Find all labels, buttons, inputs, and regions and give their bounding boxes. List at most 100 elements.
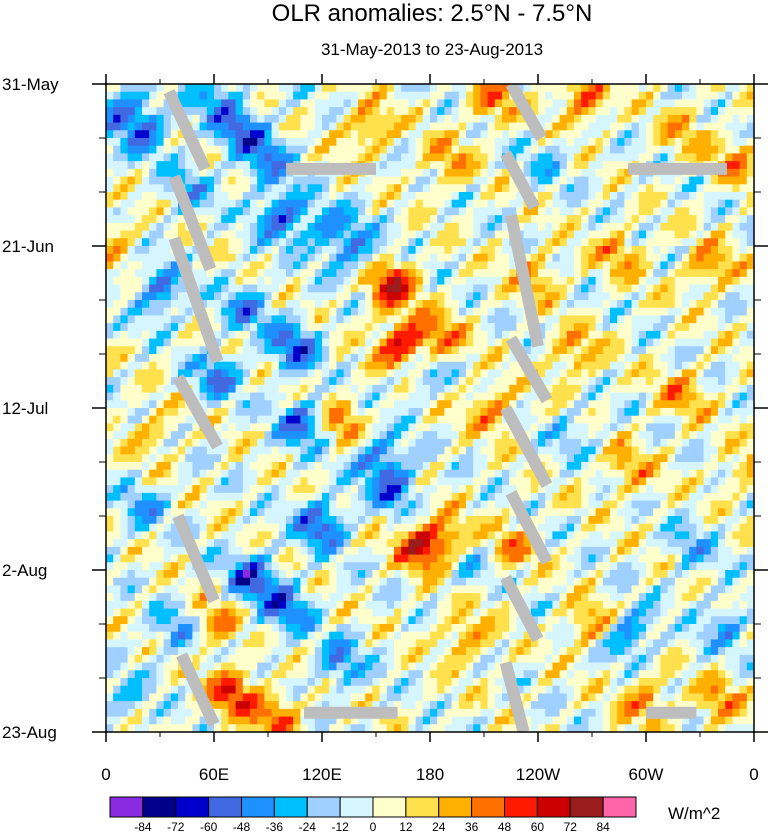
heatmap-cell — [127, 91, 136, 100]
heatmap-cell — [674, 446, 683, 455]
heatmap-cell — [314, 238, 323, 247]
heatmap-cell — [113, 122, 121, 131]
heatmap-cell — [199, 276, 208, 285]
heatmap-cell — [113, 361, 121, 370]
heatmap-cell — [466, 446, 474, 455]
heatmap-cell — [588, 315, 596, 324]
heatmap-cell — [156, 222, 164, 231]
heatmap-cell — [581, 500, 589, 509]
heatmap-cell — [156, 485, 164, 494]
heatmap-cell — [142, 500, 150, 509]
heatmap-cell — [509, 253, 517, 262]
heatmap-cell — [300, 477, 308, 486]
heatmap-cell — [206, 230, 215, 239]
heatmap-cell — [343, 361, 352, 370]
heatmap-cell — [725, 323, 733, 332]
heatmap-cell — [696, 284, 704, 293]
heatmap-cell — [358, 261, 366, 270]
heatmap-cell — [149, 130, 157, 139]
heatmap-cell — [127, 261, 136, 270]
heatmap-cell — [545, 246, 553, 255]
heatmap-cell — [430, 361, 438, 370]
heatmap-cell — [278, 392, 287, 401]
heatmap-cell — [163, 408, 172, 417]
heatmap-cell — [415, 454, 424, 463]
heatmap-cell — [682, 431, 690, 440]
heatmap-cell — [530, 392, 539, 401]
heatmap-cell — [466, 269, 474, 278]
heatmap-cell — [480, 284, 488, 293]
heatmap-cell — [689, 215, 697, 224]
heatmap-cell — [350, 122, 359, 131]
heatmap-cell — [358, 184, 366, 193]
heatmap-cell — [264, 184, 272, 193]
heatmap-cell — [451, 168, 460, 177]
heatmap-cell — [516, 330, 524, 339]
heatmap-cell — [430, 222, 438, 231]
heatmap-cell — [552, 415, 560, 424]
heatmap-cell — [581, 84, 589, 93]
heatmap-cell — [581, 176, 589, 185]
heatmap-cell — [682, 492, 690, 501]
heatmap-cell — [322, 300, 330, 309]
heatmap-cell — [602, 122, 611, 131]
heatmap-cell — [401, 408, 409, 417]
heatmap-cell — [314, 276, 323, 285]
heatmap-cell — [646, 384, 654, 393]
heatmap-cell — [581, 384, 589, 393]
heatmap-cell — [494, 122, 503, 131]
heatmap-cell — [163, 315, 172, 324]
heatmap-cell — [221, 161, 229, 170]
heatmap-cell — [300, 253, 308, 262]
heatmap-cell — [242, 469, 251, 478]
heatmap-cell — [696, 246, 704, 255]
heatmap-cell — [134, 238, 143, 247]
heatmap-cell — [466, 246, 474, 255]
heatmap-cell — [422, 269, 431, 278]
heatmap-cell — [242, 500, 251, 509]
heatmap-cell — [257, 145, 265, 154]
heatmap-cell — [343, 400, 352, 409]
heatmap-cell — [538, 292, 546, 301]
heatmap-cell — [660, 91, 668, 100]
heatmap-cell — [106, 269, 114, 278]
heatmap-cell — [516, 408, 524, 417]
heatmap-cell — [710, 492, 719, 501]
heatmap-cell — [350, 454, 359, 463]
heatmap-cell — [221, 477, 229, 486]
heatmap-cell — [235, 469, 244, 478]
heatmap-cell — [725, 199, 733, 208]
heatmap-cell — [538, 138, 546, 147]
heatmap-cell — [430, 338, 438, 347]
heatmap-cell — [502, 469, 510, 478]
heatmap-cell — [314, 438, 323, 447]
heatmap-cell — [365, 485, 373, 494]
heatmap-cell — [264, 199, 272, 208]
heatmap-cell — [487, 408, 496, 417]
heatmap-cell — [379, 400, 388, 409]
heatmap-cell — [228, 253, 236, 262]
heatmap-cell — [113, 99, 121, 108]
heatmap-cell — [739, 168, 748, 177]
heatmap-cell — [710, 222, 719, 231]
heatmap-cell — [581, 292, 589, 301]
heatmap-cell — [343, 354, 352, 363]
heatmap-cell — [631, 130, 640, 139]
heatmap-cell — [458, 153, 467, 162]
heatmap-cell — [250, 84, 258, 93]
heatmap-cell — [631, 122, 640, 131]
heatmap-cell — [631, 323, 640, 332]
heatmap-cell — [725, 477, 733, 486]
heatmap-cell — [746, 192, 754, 201]
heatmap-cell — [134, 392, 143, 401]
heatmap-cell — [480, 423, 488, 432]
heatmap-cell — [235, 107, 244, 116]
heatmap-cell — [350, 346, 359, 355]
heatmap-cell — [473, 138, 481, 147]
heatmap-cell — [624, 384, 632, 393]
heatmap-cell — [602, 485, 611, 494]
heatmap-cell — [581, 276, 589, 285]
heatmap-cell — [163, 415, 172, 424]
heatmap-cell — [228, 462, 236, 471]
heatmap-cell — [559, 269, 568, 278]
